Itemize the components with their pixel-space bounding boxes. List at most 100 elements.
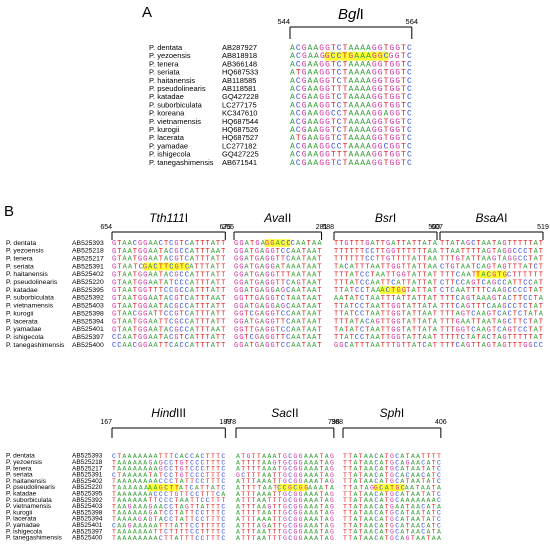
sequence: GGATGAGGAGCAATAAT: [234, 303, 322, 311]
enzyme-number: I: [504, 211, 507, 225]
sequence: ATTTTAAGTGCGGAAATAG: [236, 459, 334, 466]
sequence: GTAACGGAACTCGTCATTTATT: [112, 240, 225, 248]
sequence: AATATCTAATTTATTATTAT: [334, 295, 437, 303]
accession: AB525402: [72, 478, 103, 485]
species-name: P. kurogii: [6, 310, 34, 317]
accession: AB525400: [72, 535, 103, 542]
species-name: P. katadae: [149, 92, 184, 101]
accession: AB525401: [72, 522, 103, 529]
accession: AB525403: [72, 503, 103, 510]
sequence: TTTCAAT: [440, 271, 476, 279]
accession: AB525402: [72, 271, 104, 278]
sequence: ATGAAGGTCTAAAAGGTGGTC: [290, 134, 412, 143]
enzyme-genus: Hind: [151, 406, 176, 420]
accession: AB525218: [72, 248, 104, 255]
sequence: GGACC: [265, 240, 291, 248]
sequence: CTTTTTT: [507, 271, 543, 279]
sequence: GTAATGGAATATCCCATTTATT: [112, 279, 225, 287]
sequence: TAAAAAAAACTTATTTCCTTTC: [112, 535, 225, 542]
sequence: TTATCCTAATTGGTATTATA: [334, 303, 438, 311]
sequence: ATGAAGGTCTAAAAGGTGGTC: [290, 69, 412, 78]
position-end: 564: [406, 17, 419, 26]
sequence: TTTCAGTTTCAAGCCTCTAT: [440, 303, 543, 311]
accession: AB525392: [72, 295, 104, 302]
sequence: CTAAAAAAATTTCACCACTTTC: [112, 453, 225, 460]
sequence: ATGTTAAATGCGGAAATAG: [236, 453, 334, 460]
sequence: CCAATGGAATACGTCATTTATT: [112, 334, 225, 342]
sequence: GGATGAGGTTCAATAAT: [234, 318, 322, 326]
site-highlight: [324, 51, 389, 61]
sequence: ACGAAGGTCTAAAAGGTGGTC: [290, 159, 412, 168]
sequence: GTAATGGAATACGCCATTTAAT: [112, 248, 225, 256]
sequence: ATTTAATTTGCGGAAATAG: [236, 497, 334, 504]
sequence: GGATGAGGTCCAATAAT: [234, 342, 322, 350]
sequence: ACGAAGGTCTAAAAGGTGGTC: [290, 93, 412, 102]
sequence: GGTCGAGGTTCAATAAT: [234, 334, 322, 342]
sequence: CCGCGG: [277, 484, 308, 491]
sequence: TTATAACATGCAGTAATAA: [343, 535, 441, 542]
species-name: P. yezoensis: [6, 248, 44, 255]
sequence: ATCATTATC: [179, 484, 225, 491]
accession: AB525397: [72, 528, 103, 535]
sequence: GTAATGGAATTCGCCATTTATT: [112, 318, 225, 326]
sequence: ACTGG: [380, 287, 406, 295]
species-name: P. lacerata: [149, 133, 185, 142]
sequence: TTATAACATGCATAACATC: [343, 522, 441, 529]
sequence: ATTTAAGTTGCGGAAATAG: [236, 503, 334, 510]
sequence: TTTATCCAATTCATTATTAT: [334, 279, 437, 287]
species-name: P. dentata: [6, 240, 36, 247]
sequence: ATTTTAAT: [236, 484, 277, 491]
sequence: TAAGAAAGAACCTAGTTATTTC: [112, 503, 225, 510]
sequence: ACGAAGGTCTAAAAGGTGGTC: [290, 118, 412, 127]
sequence: GTAATGGAATACGCCATTTAAT: [112, 326, 225, 334]
sequence: CTTCCAGTCAGCCATTCCAT: [440, 279, 543, 287]
sequence: TTATAACATGCAGAACATC: [343, 459, 441, 466]
sequence: TTTGTATTAAGTAGGCCTAT: [440, 256, 543, 264]
position-end: 796: [328, 419, 340, 426]
position-end: 281: [316, 224, 328, 231]
sequence: AAGCTT: [148, 484, 179, 491]
enzyme-number: I: [401, 406, 404, 420]
species-name: P. yamadae: [6, 326, 42, 333]
sequence: AATAATA: [405, 484, 441, 491]
enzyme-genus: Bsr: [375, 211, 394, 225]
accession: KC347610: [222, 109, 257, 118]
species-name: P. seriata: [6, 263, 34, 270]
accession: AB525394: [72, 318, 104, 325]
accession: AB525220: [72, 484, 103, 491]
accession: HQ687527: [222, 133, 258, 142]
sequence: TTATAACATGAATAACATA: [343, 503, 441, 510]
species-name: P. suborbiculata: [6, 497, 52, 504]
sequence: TTTTTTCCTTGTTTTATTAA: [334, 256, 438, 264]
sequence: GACTTCGTC: [143, 263, 189, 271]
species-name: P. vietnamensis: [6, 303, 54, 310]
accession: GQ427228: [222, 92, 259, 101]
sequence: TAAAAGAGTACCTATTCCTTTC: [112, 516, 225, 523]
accession: AB525398: [72, 310, 104, 317]
species-name: P. haitanensis: [6, 271, 48, 278]
sequence: TTTCAGTAAAGTACTTCCTA: [440, 295, 544, 303]
sequence: TAAAAAATTCCCTAATTCCTTT: [112, 497, 225, 504]
species-name: P. suborbiculata: [6, 295, 54, 302]
species-name: P. katadae: [6, 491, 37, 498]
sequence: ACGAAGGTCTAAAAGGTGGTC: [290, 102, 412, 111]
enzyme-genus: Tth111: [149, 211, 185, 225]
enzyme-number: I: [360, 6, 364, 23]
accession: AB525218: [72, 459, 103, 466]
accession: AB671541: [222, 158, 257, 167]
site-highlight: [142, 262, 189, 271]
accession: HQ687526: [222, 125, 258, 134]
sequence: GTAATGGAATACGCCATTTATT: [112, 271, 225, 279]
enzyme-name: BsaAI: [475, 211, 507, 225]
sequence: TTATAACATGCATAATATC: [343, 491, 441, 498]
enzyme-number: III: [176, 406, 186, 420]
species-name: P. tanegashimensis: [149, 158, 214, 167]
sequence: GGTTGAGGTCTAATAAT: [234, 295, 322, 303]
sequence: CTCAATTTTCAAGCCCCTAT: [440, 287, 543, 295]
sequence: TTTATCCTAATTGGTATTAT: [334, 271, 437, 279]
enzyme-name: SphI: [380, 406, 405, 420]
enzyme-number: I: [393, 211, 396, 225]
accession: AB525395: [72, 287, 104, 294]
sequence: ATTTAAATTGCGGAAATAG: [236, 478, 334, 485]
species-name: P. ishigecola: [149, 150, 191, 159]
